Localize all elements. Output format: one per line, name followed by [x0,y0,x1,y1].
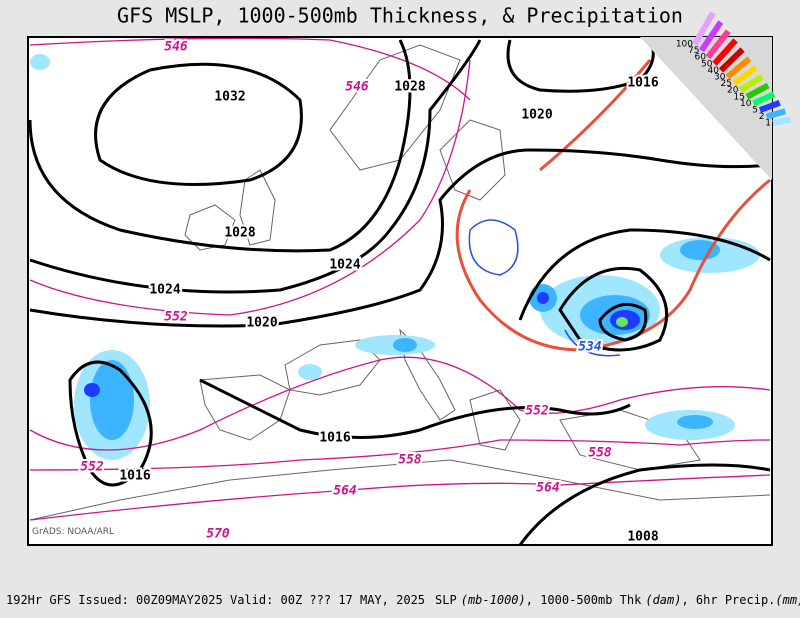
footer-precip: , 6hr Precip. [681,593,775,607]
pressure-label: 1024 [329,258,360,273]
legend-label: 60 [695,53,707,63]
legend-swatch [692,11,716,46]
legend-label: 1 [765,119,771,129]
map-frame [27,36,773,546]
legend-label: 15 [734,92,745,102]
legend-swatch [745,82,770,100]
footer-slp-unit: (mb-1000) [461,593,526,607]
thickness-label: 558 [398,453,422,468]
thickness-cold [468,219,621,357]
legend-bg [640,37,772,180]
thickness-label: 570 [206,527,230,542]
credit: GrADS: NOAA/ARL [32,527,114,537]
pressure-label: 1020 [521,108,552,123]
legend-label: 25 [721,79,732,89]
pressure-label: 1016 [627,76,658,91]
legend-label: 2 [759,112,765,122]
pressure-label: 1008 [627,530,658,545]
thickness-label: 564 [333,484,357,499]
pressure-label: 1020 [246,316,277,331]
legend-swatch [732,65,758,87]
footer-slp: SLP [435,593,457,607]
footer-thk: , 1000-500mb Thk [526,593,642,607]
thickness-label: 552 [525,404,549,419]
legend-swatch [765,108,787,120]
footer: 192Hr GFS Issued: 00Z09MAY2025 Valid: 00… [6,593,800,607]
footer-precip-unit: (mm) [775,593,800,607]
thickness-label: 546 [345,80,369,95]
legend-label: 40 [708,66,720,76]
thickness-label: 546 [164,40,188,55]
footer-run: 192Hr GFS Issued: 00Z09MAY2025 Valid: 00… [6,593,425,607]
legend-label: 30 [714,73,726,83]
legend-swatch [699,20,724,53]
legend-swatch [758,99,781,113]
thickness-label-cold: 534 [578,340,602,355]
legend-swatch [705,29,731,60]
legend-swatch [725,56,752,80]
pressure-label: 1028 [394,80,425,95]
thickness-label: 552 [164,310,188,325]
legend-swatch [752,91,776,107]
legend-swatch [738,74,764,93]
legend-swatch [772,116,792,127]
legend-label: 20 [727,86,739,96]
legend-label: 50 [701,59,713,69]
pressure-label: 1032 [214,90,245,105]
legend-swatch [712,38,738,66]
legend-label: 5 [752,106,758,116]
map-title: GFS MSLP, 1000-500mb Thickness, & Precip… [117,4,683,28]
pressure-label: 1016 [119,469,150,484]
footer-thk-unit: (dam) [645,593,681,607]
pressure-label: 1024 [149,283,180,298]
pressure-label: 1016 [319,431,350,446]
thickness-label: 558 [588,446,612,461]
thickness-540 [455,59,771,352]
legend-label: 10 [740,99,752,109]
pressure-contours [28,39,771,546]
thickness-label: 552 [80,460,104,475]
legend-label: 75 [688,46,699,56]
thickness-label: 564 [536,481,560,496]
legend-swatch [718,47,745,73]
pressure-label: 1028 [224,226,255,241]
legend-label: 100 [676,40,693,50]
thickness-contours [29,37,771,521]
